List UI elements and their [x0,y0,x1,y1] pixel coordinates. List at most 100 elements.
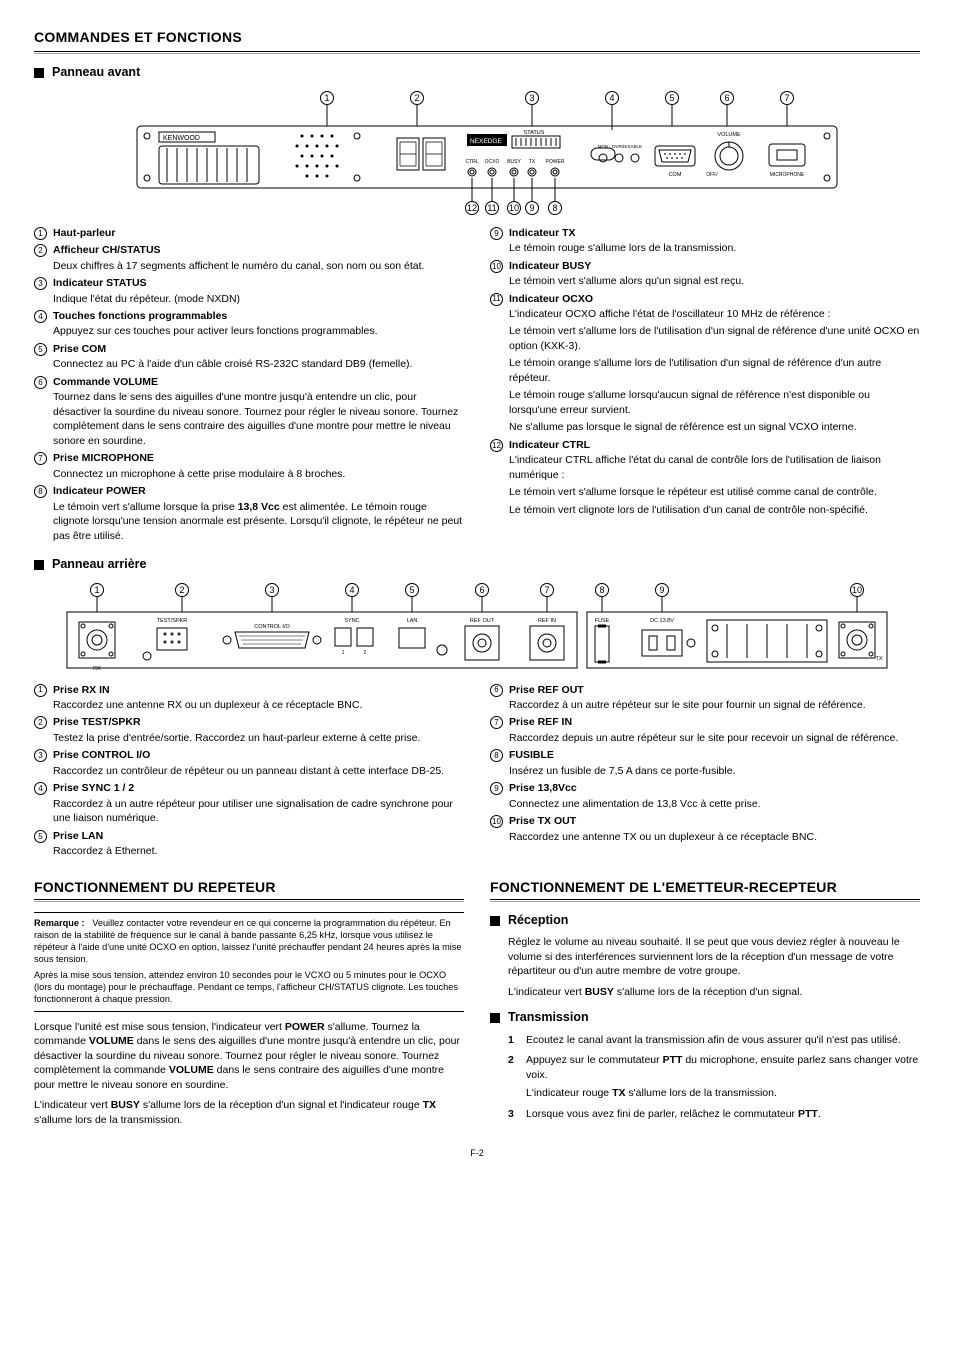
svg-text:FUSE: FUSE [595,618,610,624]
svg-text:4: 4 [349,585,354,595]
svg-text:10: 10 [852,585,862,595]
callout-num: 6 [490,684,503,697]
svg-text:10: 10 [509,203,519,213]
svg-text:OCXO: OCXO [485,159,500,165]
paragraph: L'indicateur vert BUSY s'allume lors de … [508,985,920,999]
section-head-tx: Transmission [490,1009,920,1026]
item-header: Prise MICROPHONE [53,451,464,465]
svg-text:DC 13.8V: DC 13.8V [650,618,674,624]
front-heading: Panneau avant [52,64,140,81]
svg-text:POWER: POWER [546,159,565,165]
item-header: Prise REF IN [509,715,920,729]
note-box: Remarque : Veuillez contacter votre reve… [34,912,464,1012]
item-header: Afficheur CH/STATUS [53,243,464,257]
svg-text:CTRL: CTRL [465,159,478,165]
svg-text:7: 7 [544,585,549,595]
item-desc: Raccordez un contrôleur de répéteur ou u… [53,764,464,778]
svg-text:REF OUT: REF OUT [470,618,495,624]
paragraph: L'indicateur vert BUSY s'allume lors de … [34,1098,464,1127]
item-header: Indicateur BUSY [509,259,920,273]
callout-num: 1 [34,684,47,697]
svg-text:1: 1 [342,650,345,656]
rear-heading: Panneau arrière [52,556,147,573]
step-text: Ecoutez le canal avant la transmission a… [526,1033,920,1047]
item-header: Prise COM [53,342,464,356]
front-right-list: 9Indicateur TXLe témoin rouge s'allume l… [490,226,920,322]
callout-num: 10 [490,260,503,273]
step-num: 1 [508,1033,526,1047]
svg-text:STATUS: STATUS [524,130,545,136]
callout-num: 11 [490,293,503,306]
svg-text:TX: TX [875,656,882,662]
item-desc: L'indicateur CTRL affiche l'état du cana… [509,453,920,482]
svg-text:3: 3 [529,93,534,103]
block-icon [490,916,500,926]
item-header: Prise TEST/SPKR [53,715,464,729]
svg-text:2: 2 [414,93,419,103]
block-icon [34,560,44,570]
item-desc: Le témoin vert s'allume alors qu'un sign… [509,274,920,288]
svg-text:8: 8 [599,585,604,595]
item-header: Prise 13,8Vcc [509,781,920,795]
callout-num: 2 [34,716,47,729]
callout-num: 3 [34,277,47,290]
svg-text:OFF/: OFF/ [706,172,718,178]
callout-num: 7 [490,716,503,729]
block-icon [34,68,44,78]
section-head-rx: Réception [490,912,920,929]
svg-text:OVR/DISABLE: OVR/DISABLE [612,144,642,149]
item-desc: Testez la prise d'entrée/sortie. Raccord… [53,731,464,745]
svg-text:6: 6 [724,93,729,103]
block-icon [490,1013,500,1023]
item-header: Touches fonctions programmables [53,309,464,323]
callout-num: 5 [34,343,47,356]
item-header: Indicateur CTRL [509,438,920,452]
rear-right-list: 6Prise REF OUTRaccordez à un autre répét… [490,683,920,845]
item-desc: Le témoin vert s'allume lorsque la prise… [53,500,464,543]
paragraph: Réglez le volume au niveau souhaité. Il … [508,935,920,978]
divider [490,899,920,900]
front-right-list-2: 12Indicateur CTRLL'indicateur CTRL affic… [490,438,920,482]
item-desc: Connectez une alimentation de 13,8 Vcc à… [509,797,920,811]
paragraph: Lorsque l'unité est mise sous tension, l… [34,1020,464,1092]
svg-text:2: 2 [364,650,367,656]
svg-text:12: 12 [467,203,477,213]
svg-text:LAN: LAN [407,618,418,624]
item-header: Prise SYNC 1 / 2 [53,781,464,795]
front-left-list: 1Haut-parleur 2Afficheur CH/STATUSDeux c… [34,226,464,544]
trx-heading: FONCTIONNEMENT DE L'EMETTEUR-RECEPTEUR [490,878,920,897]
step-sub: L'indicateur rouge TX s'allume lors de l… [526,1086,920,1100]
item-header: Indicateur TX [509,226,920,240]
callout-num: 8 [490,749,503,762]
item-desc: Connectez au PC à l'aide d'un câble croi… [53,357,464,371]
item-header: Indicateur OCXO [509,292,920,306]
divider [34,51,920,52]
page-title: COMMANDES ET FONCTIONS [34,28,920,47]
item-header: Haut-parleur [53,226,464,240]
item-desc: Raccordez à un autre répéteur pour utili… [53,797,464,826]
rear-panel-diagram: 1 2 3 4 5 6 7 8 9 10 RX TEST/SPKR CONTRO… [34,580,920,675]
callout-num: 9 [490,227,503,240]
svg-text:BUSY: BUSY [507,159,521,165]
item-extra: Le témoin vert clignote lors de l'utilis… [509,503,920,517]
svg-text:8: 8 [552,203,557,213]
note-text: Après la mise sous tension, attendez env… [34,970,464,1006]
svg-text:1: 1 [324,93,329,103]
item-desc: Deux chiffres à 17 segments affichent le… [53,259,464,273]
callout-num: 9 [490,782,503,795]
callout-num: 4 [34,310,47,323]
item-extra: Le témoin orange s'allume lors de l'util… [509,356,920,385]
svg-text:MICROPHONE: MICROPHONE [770,172,805,178]
item-desc: Raccordez à Ethernet. [53,844,464,858]
divider [34,53,920,54]
svg-text:7: 7 [784,93,789,103]
svg-text:3: 3 [269,585,274,595]
divider [34,899,464,900]
item-desc: Indique l'état du répéteur. (mode NXDN) [53,292,464,306]
item-header: Prise REF OUT [509,683,920,697]
item-desc: Appuyez sur ces touches pour activer leu… [53,324,464,338]
svg-text:5: 5 [409,585,414,595]
divider [490,901,920,902]
svg-text:TX: TX [529,159,536,165]
callout-num: 6 [34,376,47,389]
